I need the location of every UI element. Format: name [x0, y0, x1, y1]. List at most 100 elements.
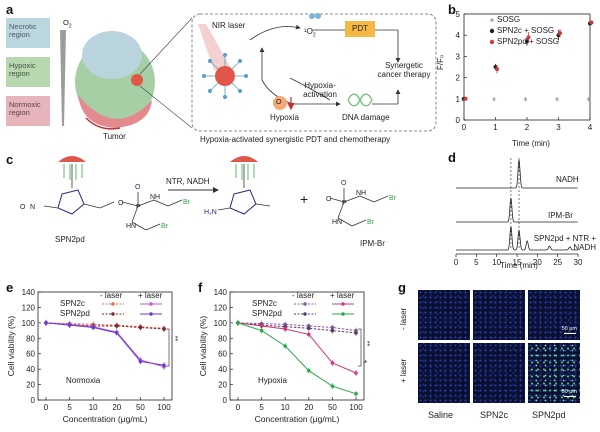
- data-point: [558, 31, 562, 36]
- data-point: [307, 332, 311, 337]
- y-tick-label: 80: [218, 334, 227, 343]
- svg-text:O: O: [135, 184, 141, 191]
- x-tick-label: 50: [328, 403, 337, 412]
- col-label-spn2pd: SPN2pd: [532, 410, 566, 420]
- singlet-oxygen-label: ¹O2: [304, 27, 316, 39]
- x-tick-label: 100: [157, 403, 171, 412]
- panel-label-a: a: [6, 2, 14, 17]
- mechanism-box: [191, 13, 437, 132]
- blood-vessel: [85, 117, 121, 130]
- svg-text:Br: Br: [389, 195, 397, 202]
- y-tick-label: 60: [26, 350, 35, 359]
- laser-beam: [198, 24, 232, 70]
- svg-text:H₂N: H₂N: [204, 209, 217, 216]
- panel-e-chart: 0 20 40 60 80 100 120 140 0 5 10 20 50 100 Concentrati…: [6, 288, 173, 424]
- col-label-spn2c: SPN2c: [480, 410, 509, 420]
- o2-gradient-label: O2: [63, 18, 72, 30]
- svg-text:O: O: [341, 180, 347, 187]
- x-tick-label: 20: [304, 403, 313, 412]
- data-point: [463, 96, 468, 101]
- scale-bar-label-top: 50 μm: [561, 326, 577, 332]
- hypoxia-activation-label: Hypoxia- activation: [303, 81, 337, 99]
- panel-d-chromatogram: 0 5 10 15 20 25 30: [454, 158, 583, 267]
- dna-helix-icon: [347, 93, 373, 107]
- panel-f-significance-bottom: *: [364, 359, 368, 368]
- panel-a-caption: Hypoxia-activated synergistic PDT and ch…: [200, 135, 391, 144]
- y-tick-label: 4: [456, 31, 461, 40]
- panel-d-xlabel: Time (min): [500, 261, 538, 270]
- data-point: [162, 363, 166, 368]
- y-tick-label: 0: [223, 396, 228, 405]
- data-point: [67, 323, 72, 327]
- tumor-nanoparticle-icon: [131, 74, 143, 86]
- panel-f-significance-top: **: [363, 340, 371, 347]
- trace-label-nadh: NADH: [556, 175, 579, 184]
- legend-f-plus-laser: + laser: [330, 291, 355, 300]
- x-tick-label: 5: [67, 403, 72, 412]
- svg-text:Br: Br: [161, 223, 169, 230]
- y-tick-label: 40: [26, 365, 35, 374]
- panel-b-xlabel: Time (min): [512, 139, 550, 148]
- x-tick-label: 5: [259, 403, 264, 412]
- x-axis-label: Concentration (μg/mL): [63, 414, 148, 424]
- svg-text:Br: Br: [367, 219, 375, 226]
- synergetic-therapy-label: Synergetic cancer therapy: [377, 61, 431, 79]
- x-tick-label: 20: [533, 258, 542, 267]
- y-tick-label: 100: [22, 319, 36, 328]
- legend-b-sosg: SOSG: [497, 15, 521, 24]
- spn2pd-nanoparticle-cap: [58, 156, 86, 188]
- product-nanoparticle-cap: [230, 156, 258, 188]
- x-tick-label: 1: [493, 123, 498, 132]
- y-axis-label: Cell viability (%): [198, 316, 208, 377]
- data-point: [525, 39, 529, 44]
- plot-frame: [229, 291, 365, 401]
- y-tick-label: 40: [218, 365, 227, 374]
- panel-e-condition: Normoxia: [66, 376, 101, 385]
- nanoparticle-icon: [202, 53, 248, 99]
- legend-marker: [489, 39, 495, 45]
- spn2pd-compound-label: SPN2pd: [55, 235, 85, 244]
- x-tick-label: 0: [454, 258, 459, 267]
- panel-g-row-plus-laser: + laser: [399, 358, 408, 383]
- x-tick-label: 3: [556, 123, 561, 132]
- hypoxia-label: Hypoxia: [270, 113, 299, 122]
- x-tick-label: 100: [349, 403, 363, 412]
- image-spn2c-minus-laser: [473, 290, 525, 340]
- data-point: [259, 324, 264, 328]
- image-spn2pd-minus-laser: 50 μm: [528, 290, 580, 340]
- y-tick-label: 2: [456, 74, 461, 83]
- data-point: [91, 325, 95, 330]
- svg-text:P: P: [136, 204, 141, 211]
- data-point: [589, 20, 594, 25]
- legend-marker: ✶: [489, 16, 496, 25]
- panel-label-c: c: [6, 152, 14, 167]
- legend-marker: [489, 28, 495, 34]
- data-point: [330, 384, 335, 388]
- data-point: [330, 328, 335, 333]
- legend-swatch-marker: [111, 302, 115, 306]
- svg-text:HN: HN: [332, 219, 342, 226]
- series-line: [237, 322, 357, 374]
- panel-label-b: b: [448, 2, 456, 17]
- data-point: [115, 324, 119, 328]
- svg-text:N: N: [30, 204, 35, 211]
- panel-label-f: f: [198, 280, 203, 295]
- chromatogram-trace: [456, 159, 578, 189]
- image-saline-minus-laser: [418, 290, 470, 340]
- necrotic-region-label: Necrotic region: [9, 22, 37, 40]
- y-tick-label: 1: [456, 95, 461, 104]
- nir-laser-label: NIR laser: [212, 21, 246, 30]
- x-tick-label: 5: [474, 258, 479, 267]
- y-tick-label: 120: [22, 303, 36, 312]
- y-axis-label: Cell viability (%): [6, 316, 16, 377]
- tumor-label: Tumor: [103, 132, 126, 141]
- imidazole-ring-left: [57, 189, 85, 215]
- y-tick-label: 120: [214, 303, 228, 312]
- legend-e-minus-laser: - laser: [100, 291, 123, 300]
- col-label-saline: Saline: [428, 410, 454, 420]
- data-point: ✶: [523, 96, 529, 104]
- imidazole-ring-right: [229, 189, 257, 215]
- series-line: [45, 322, 165, 366]
- singlet-oxygen-icon: [309, 13, 321, 19]
- legend-swatch-marker: [303, 312, 307, 316]
